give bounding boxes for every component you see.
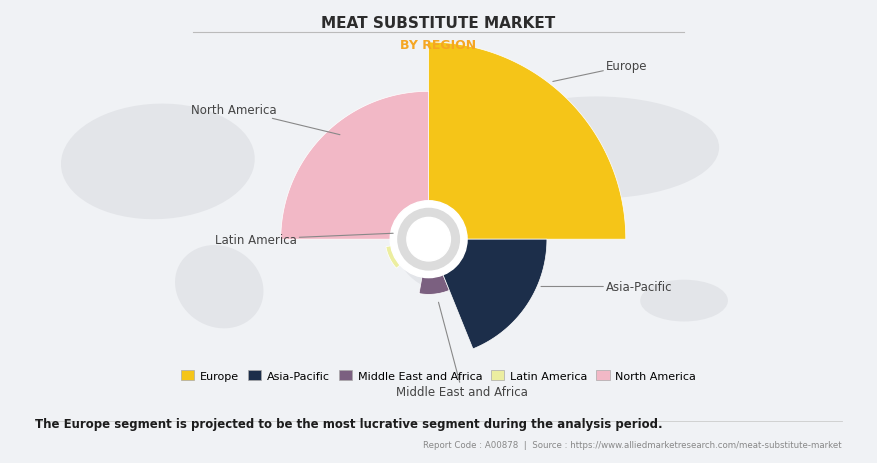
Ellipse shape (640, 280, 728, 322)
Polygon shape (419, 263, 449, 295)
Text: The Europe segment is projected to be the most lucrative segment during the anal: The Europe segment is projected to be th… (35, 417, 663, 430)
Polygon shape (281, 92, 429, 240)
Ellipse shape (61, 104, 254, 220)
Text: Middle East and Africa: Middle East and Africa (396, 303, 528, 398)
Ellipse shape (395, 190, 500, 292)
Ellipse shape (175, 245, 263, 329)
Polygon shape (438, 240, 547, 349)
Circle shape (390, 201, 467, 278)
Ellipse shape (386, 102, 491, 157)
Text: BY REGION: BY REGION (401, 39, 476, 52)
Circle shape (398, 209, 460, 270)
Polygon shape (429, 43, 626, 240)
Text: Report Code : A00878  |  Source : https://www.alliedmarketresearch.com/meat-subs: Report Code : A00878 | Source : https://… (424, 440, 842, 449)
Polygon shape (386, 244, 410, 269)
Text: Latin America: Latin America (215, 233, 393, 246)
Circle shape (407, 218, 451, 262)
Ellipse shape (474, 97, 719, 199)
Text: Europe: Europe (553, 60, 647, 82)
Legend: Europe, Asia-Pacific, Middle East and Africa, Latin America, North America: Europe, Asia-Pacific, Middle East and Af… (176, 366, 701, 386)
Text: MEAT SUBSTITUTE MARKET: MEAT SUBSTITUTE MARKET (321, 16, 556, 31)
Text: North America: North America (191, 103, 340, 135)
Text: Asia-Pacific: Asia-Pacific (541, 281, 673, 294)
